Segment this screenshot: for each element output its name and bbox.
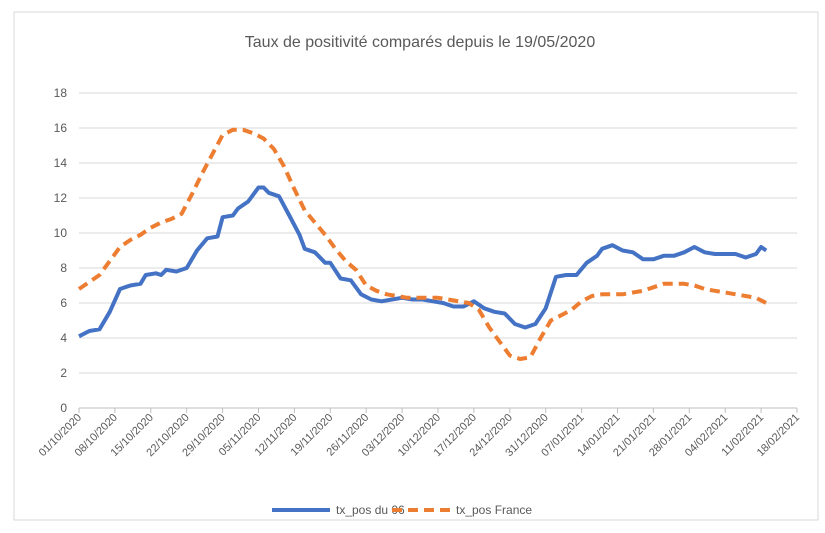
y-tick-label: 16 <box>54 121 68 135</box>
y-tick-label: 14 <box>54 156 68 170</box>
chart-border <box>13 11 819 521</box>
y-tick-label: 8 <box>60 261 67 275</box>
chart-title: Taux de positivité comparés depuis le 19… <box>245 34 596 51</box>
y-tick-label: 18 <box>54 86 68 100</box>
y-tick-label: 6 <box>60 296 67 310</box>
y-tick-label: 4 <box>60 331 67 345</box>
y-tick-label: 0 <box>60 401 67 415</box>
legend-label: tx_pos du 06 <box>336 503 405 517</box>
y-tick-label: 12 <box>54 191 68 205</box>
y-tick-label: 10 <box>54 226 68 240</box>
y-tick-label: 2 <box>60 366 67 380</box>
legend-label: tx_pos France <box>456 503 532 517</box>
series-line <box>77 127 768 361</box>
